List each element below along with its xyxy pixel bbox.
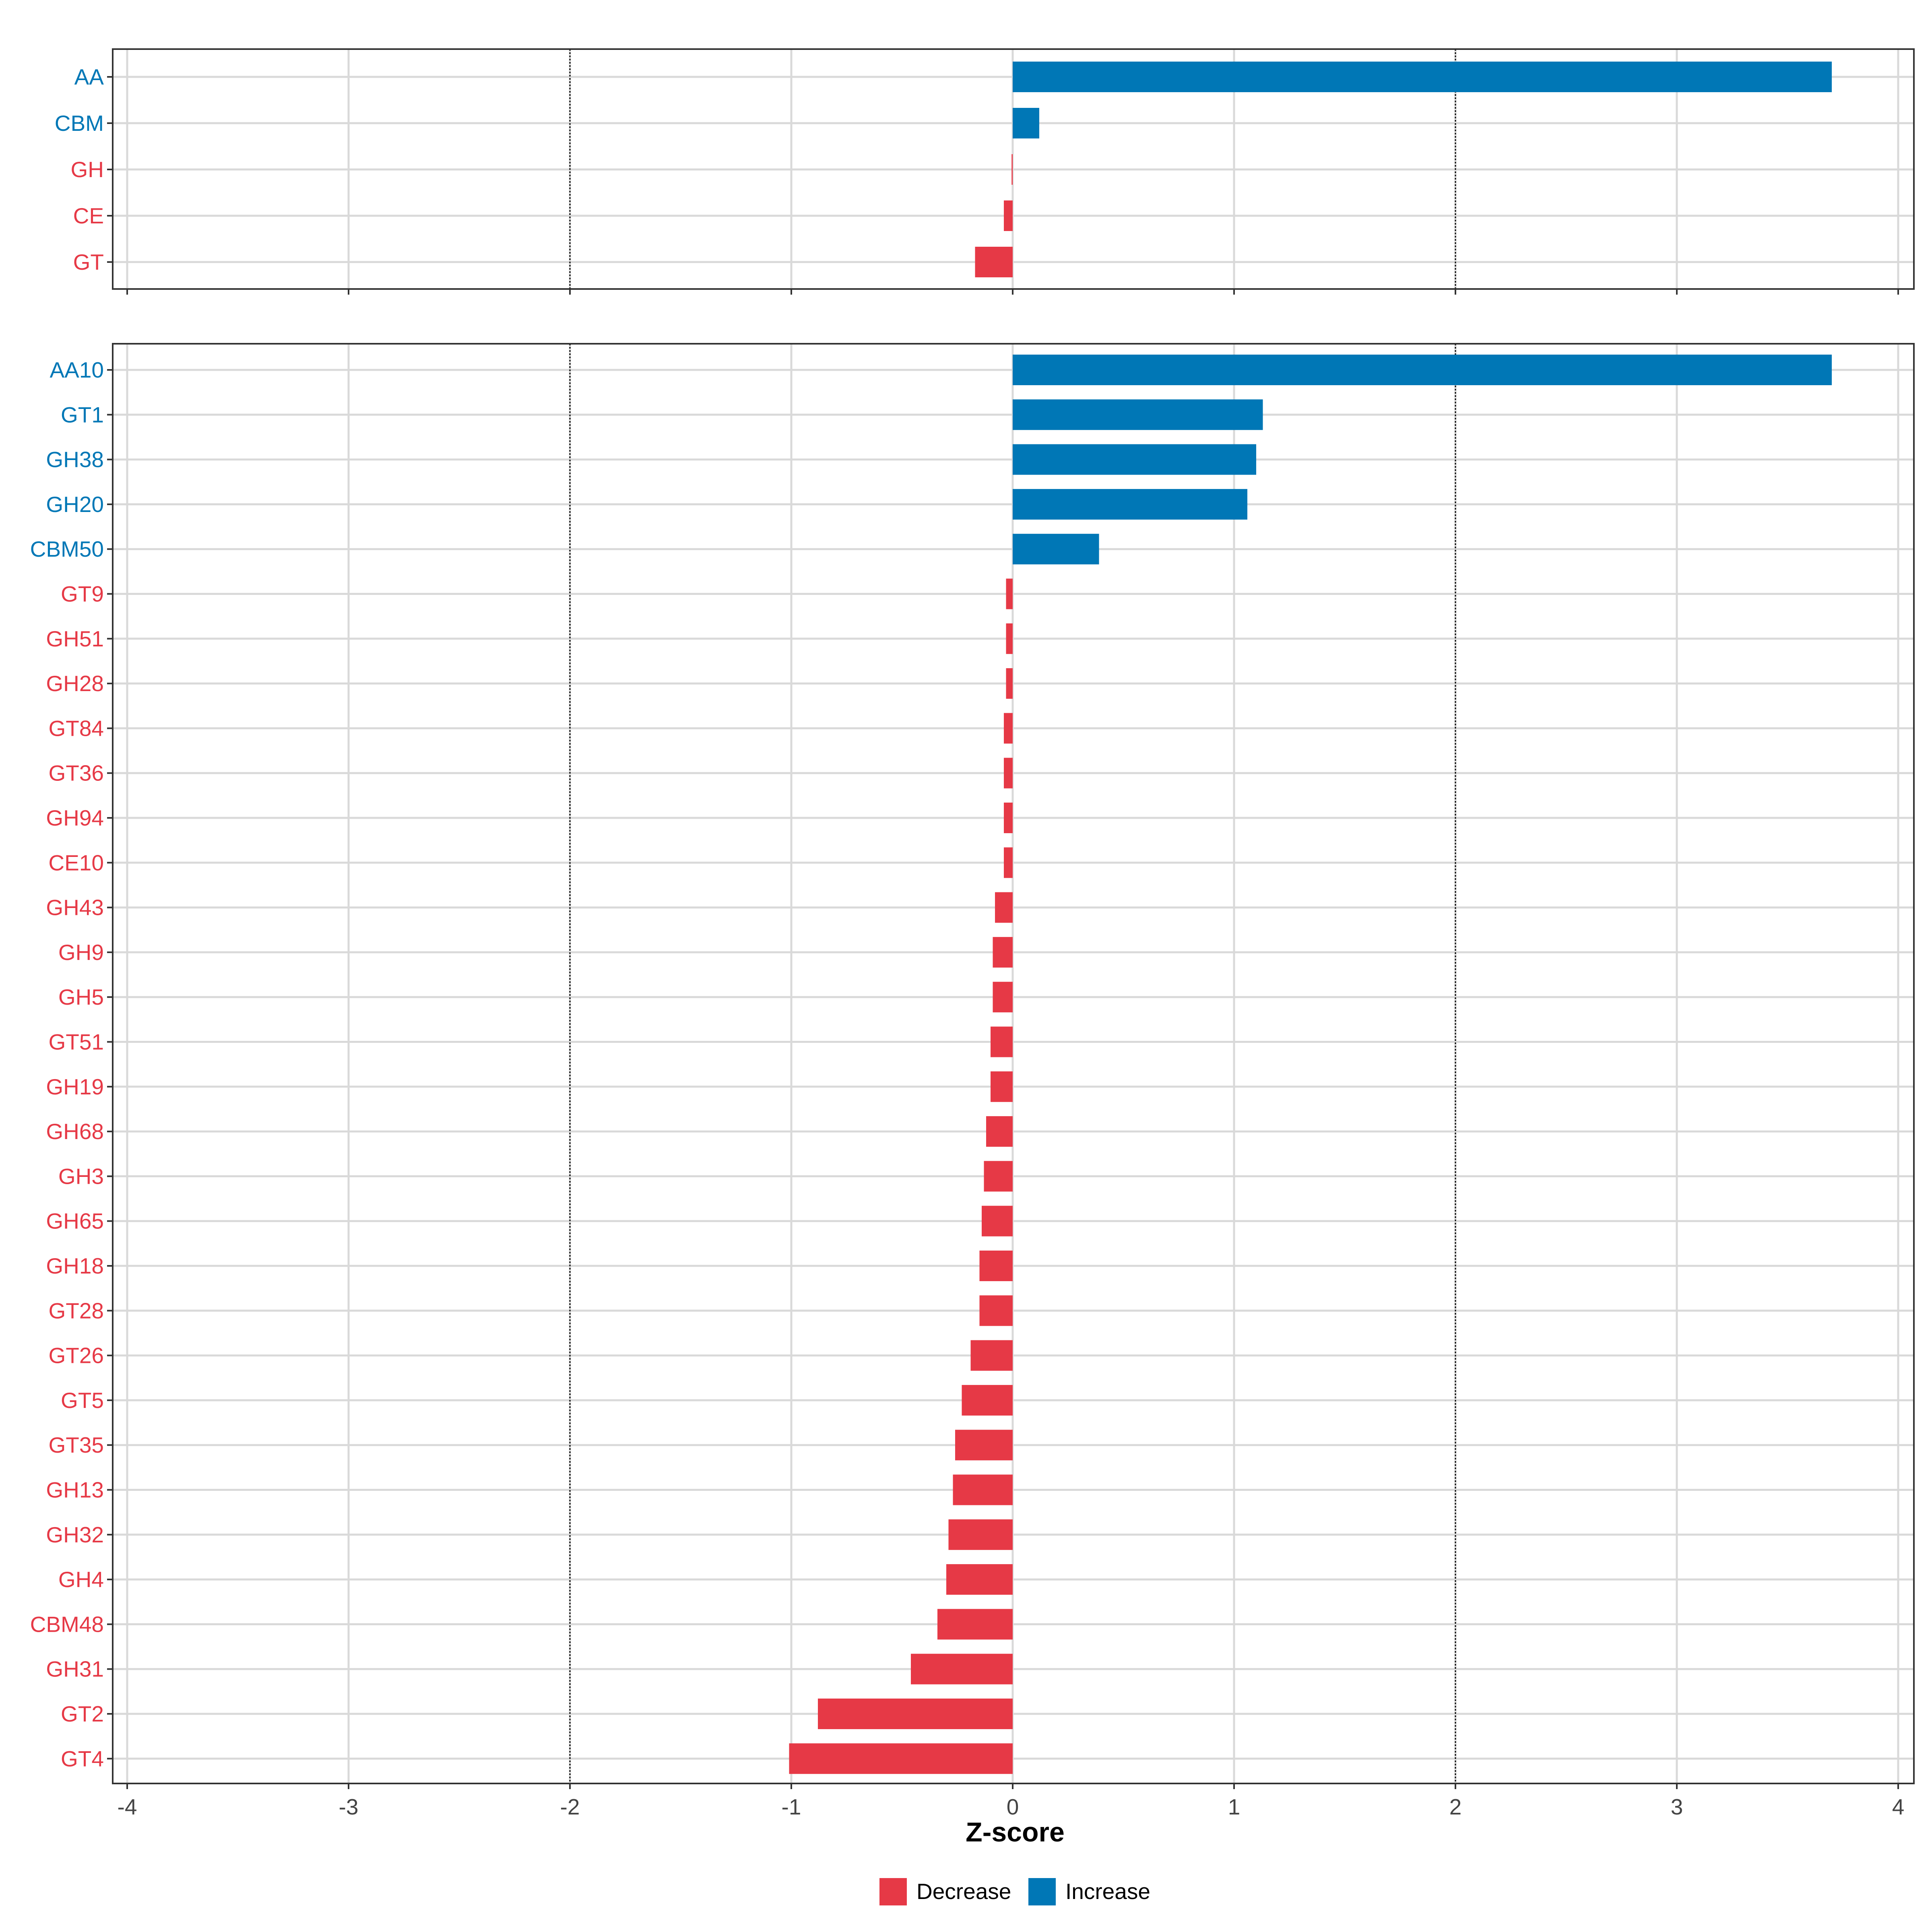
bar-gh20 [1013, 489, 1247, 520]
bar-cbm50 [1013, 534, 1099, 565]
bar-gt28 [979, 1295, 1013, 1326]
y-tick-label-gt28: GT28 [48, 1298, 104, 1323]
y-tick-label-aa: AA [74, 64, 104, 89]
y-tick-label-gh38: GH38 [46, 447, 104, 472]
y-tick-label-gh13: GH13 [46, 1478, 104, 1503]
y-tick-label-gt9: GT9 [61, 582, 104, 607]
y-tick-label-gt1: GT1 [61, 402, 104, 427]
y-tick-label-gt: GT [73, 250, 104, 275]
bar-gt9 [1006, 578, 1013, 609]
bar-gh38 [1013, 444, 1256, 475]
bar-gt36 [1004, 758, 1013, 788]
bar-aa [1013, 62, 1832, 92]
x-tick-label: 3 [1671, 1794, 1683, 1819]
y-tick-label-gh65: GH65 [46, 1209, 104, 1234]
x-tick-label: 1 [1228, 1794, 1241, 1819]
y-tick-label-gh43: GH43 [46, 895, 104, 920]
y-tick-label-gh32: GH32 [46, 1522, 104, 1547]
legend-key-decrease [879, 1878, 907, 1905]
bar-gh65 [982, 1205, 1013, 1236]
bar-gt5 [962, 1385, 1013, 1416]
y-tick-label-gh28: GH28 [46, 671, 104, 696]
bar-aa10 [1013, 355, 1832, 385]
y-tick-label-gt84: GT84 [48, 716, 104, 741]
x-tick-label: -2 [560, 1794, 580, 1819]
bar-gt35 [955, 1430, 1013, 1461]
y-tick-label-gt26: GT26 [48, 1343, 104, 1368]
bar-gh28 [1006, 668, 1013, 699]
x-tick-label: -4 [118, 1794, 137, 1819]
y-tick-label-gh19: GH19 [46, 1074, 104, 1099]
bar-gt1 [1013, 399, 1263, 430]
bar-gh18 [979, 1251, 1013, 1281]
legend-key-increase [1028, 1878, 1056, 1905]
x-axis: -4 -3 -2 -1 0 1 2 3 4 [118, 1794, 1905, 1819]
y-tick-label-gh94: GH94 [46, 805, 104, 830]
legend-label-increase: Increase [1065, 1879, 1150, 1904]
y-tick-label-gt4: GT4 [61, 1746, 104, 1771]
y-tick-label-cbm50: CBM50 [30, 537, 104, 561]
bottom-panel: AA10 GT1 GH38 GH20 CBM50 GT9 GH51 GH28 GT84 GT36 G… [30, 343, 1915, 1789]
y-tick-label-gt5: GT5 [61, 1388, 104, 1413]
x-tick-label: -1 [782, 1794, 801, 1819]
y-tick-label-gh3: GH3 [58, 1164, 104, 1189]
bar-gh32 [948, 1519, 1013, 1550]
bar-gh5 [993, 982, 1013, 1013]
bar-cbm [1013, 108, 1039, 138]
bar-gt84 [1004, 713, 1013, 744]
bar-gt [975, 247, 1013, 277]
bar-gh [1011, 154, 1013, 185]
x-tick-label: -3 [339, 1794, 359, 1819]
x-axis-title: Z-score [966, 1817, 1065, 1847]
bar-gt2 [818, 1699, 1013, 1729]
y-tick-label-ce10: CE10 [48, 850, 104, 875]
x-tick-label: 0 [1007, 1794, 1019, 1819]
y-tick-label-gh68: GH68 [46, 1119, 104, 1144]
bar-gh68 [986, 1116, 1013, 1147]
y-tick-label-gh31: GH31 [46, 1657, 104, 1682]
bar-gh19 [991, 1071, 1013, 1102]
y-tick-label-gh5: GH5 [58, 985, 104, 1009]
bar-gh31 [911, 1653, 1013, 1684]
y-tick-label-gh4: GH4 [58, 1567, 104, 1592]
y-tick-label-gh9: GH9 [58, 940, 104, 965]
bar-gh51 [1006, 623, 1013, 654]
bar-gh4 [946, 1564, 1013, 1595]
bar-ce10 [1004, 847, 1013, 878]
y-tick-label-cbm48: CBM48 [30, 1612, 104, 1637]
y-tick-label-gt51: GT51 [48, 1030, 104, 1055]
bar-gh3 [984, 1161, 1013, 1192]
y-tick-label-gt36: GT36 [48, 761, 104, 786]
top-panel: AA CBM GH CE GT [55, 48, 1915, 295]
x-tick-label: 2 [1449, 1794, 1462, 1819]
bar-gh94 [1004, 803, 1013, 833]
y-tick-label-gh18: GH18 [46, 1253, 104, 1278]
bar-cbm48 [937, 1609, 1013, 1640]
x-tick-label: 4 [1892, 1794, 1905, 1819]
y-tick-label-gh51: GH51 [46, 626, 104, 651]
y-tick-label-gh20: GH20 [46, 492, 104, 517]
y-tick-label-ce: CE [73, 203, 104, 228]
y-tick-label-gh: GH [71, 157, 104, 182]
y-tick-label-aa10: AA10 [50, 357, 104, 382]
bar-gh43 [995, 892, 1013, 923]
bar-gt51 [991, 1026, 1013, 1057]
legend: Decrease Increase [879, 1878, 1150, 1905]
bar-gt26 [970, 1340, 1013, 1371]
y-tick-label-gt2: GT2 [61, 1701, 104, 1726]
y-tick-label-cbm: CBM [55, 111, 104, 136]
bar-gt4 [789, 1743, 1013, 1774]
y-tick-label-gt35: GT35 [48, 1432, 104, 1457]
bar-gh9 [993, 937, 1013, 968]
bar-ce [1004, 200, 1013, 231]
bar-gh13 [953, 1474, 1013, 1505]
legend-label-decrease: Decrease [916, 1879, 1011, 1904]
